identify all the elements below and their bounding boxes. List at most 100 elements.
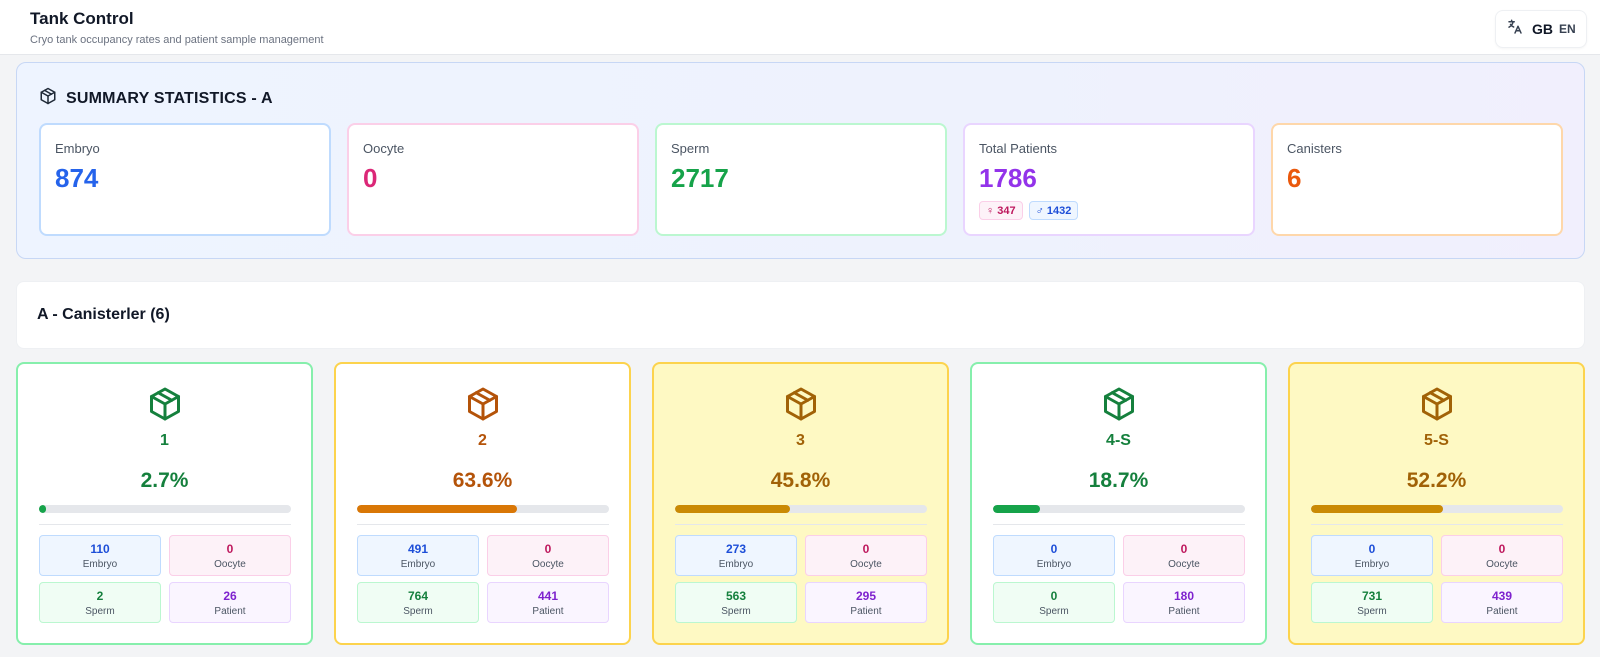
oocyte-count: 0: [862, 542, 870, 556]
patient-count: 180: [1173, 589, 1195, 603]
canisters-section-header: A - Canisterler (6): [16, 281, 1585, 349]
top-bar: Tank Control Cryo tank occupancy rates a…: [0, 0, 1600, 55]
patient-count-box: 441 Patient: [487, 582, 609, 623]
oocyte-label: Oocyte: [214, 559, 246, 570]
canister-card[interactable]: 5-S 52.2% 0 Embryo 0 Oocyte 731 Sperm 439 Pa…: [1288, 362, 1585, 645]
box-icon: [785, 387, 816, 421]
embryo-count: 273: [725, 542, 747, 556]
embryo-label: Embryo: [400, 559, 436, 570]
sperm-count: 0: [1050, 589, 1058, 603]
canister-card[interactable]: 2 63.6% 491 Embryo 0 Oocyte 764 Sperm 441 Pa…: [334, 362, 631, 645]
language-code: EN: [1559, 22, 1576, 36]
occupancy-bar-fill: [357, 505, 518, 513]
sperm-count: 731: [1361, 589, 1383, 603]
sperm-label: Sperm: [85, 606, 115, 617]
male-count: 1432: [1046, 204, 1072, 217]
box-icon: [1421, 387, 1452, 421]
canister-occupancy: 52.2%: [1406, 469, 1467, 492]
box-icon: [467, 387, 498, 421]
summary-panel: SUMMARY STATISTICS - A Embryo 874 Oocyte…: [16, 62, 1585, 259]
sperm-count-box: 0 Sperm: [993, 582, 1115, 623]
sperm-count: 563: [725, 589, 747, 603]
sperm-label: Sperm: [1039, 606, 1069, 617]
divider: [39, 524, 291, 525]
female-count: 347: [997, 204, 1016, 217]
oocyte-count-box: 0 Oocyte: [1123, 535, 1245, 576]
oocyte-count: 0: [1180, 542, 1188, 556]
language-selector-button[interactable]: GB EN: [1495, 10, 1587, 48]
oocyte-label: Oocyte: [532, 559, 564, 570]
divider: [993, 524, 1245, 525]
canister-name: 1: [160, 432, 169, 449]
canister-name: 4-S: [1106, 432, 1131, 449]
stat-card-canisters: Canisters 6: [1271, 123, 1563, 236]
oocyte-count: 0: [226, 542, 234, 556]
embryo-count: 0: [1368, 542, 1376, 556]
sperm-count-box: 764 Sperm: [357, 582, 479, 623]
summary-header: SUMMARY STATISTICS - A: [39, 87, 273, 110]
sperm-label: Sperm: [1357, 606, 1387, 617]
occupancy-bar-fill: [675, 505, 791, 513]
embryo-count-box: 0 Embryo: [993, 535, 1115, 576]
female-icon: ♀: [986, 204, 995, 217]
oocyte-count-box: 0 Oocyte: [169, 535, 291, 576]
sperm-label: Sperm: [721, 606, 751, 617]
canister-card[interactable]: 4-S 18.7% 0 Embryo 0 Oocyte 0 Sperm 180 Pati…: [970, 362, 1267, 645]
canister-card[interactable]: 1 2.7% 110 Embryo 0 Oocyte 2 Sperm 26 Patien…: [16, 362, 313, 645]
oocyte-count: 0: [1498, 542, 1506, 556]
stat-card-sperm: Sperm 2717: [655, 123, 947, 236]
stat-value: 874: [55, 163, 99, 193]
embryo-label: Embryo: [1036, 559, 1072, 570]
canister-name: 5-S: [1424, 432, 1449, 449]
stat-card-embryo: Embryo 874: [39, 123, 331, 236]
sperm-count: 764: [407, 589, 429, 603]
box-icon: [39, 87, 57, 110]
page-title: Tank Control: [30, 9, 134, 28]
canister-occupancy: 2.7%: [140, 469, 189, 492]
stat-value: 0: [363, 163, 378, 193]
stat-value: 2717: [671, 163, 729, 193]
canister-card[interactable]: 3 45.8% 273 Embryo 0 Oocyte 563 Sperm 295 Pa…: [652, 362, 949, 645]
oocyte-label: Oocyte: [850, 559, 882, 570]
language-flag: GB: [1532, 21, 1553, 37]
stat-label: Oocyte: [363, 141, 405, 156]
divider: [675, 524, 927, 525]
oocyte-count-box: 0 Oocyte: [487, 535, 609, 576]
canister-occupancy: 18.7%: [1088, 469, 1149, 492]
stat-label: Sperm: [671, 141, 710, 156]
stat-value: 6: [1287, 163, 1302, 193]
occupancy-bar: [675, 505, 927, 513]
patient-count-box: 439 Patient: [1441, 582, 1563, 623]
oocyte-label: Oocyte: [1486, 559, 1518, 570]
sperm-count-box: 2 Sperm: [39, 582, 161, 623]
oocyte-count-box: 0 Oocyte: [1441, 535, 1563, 576]
embryo-count: 0: [1050, 542, 1058, 556]
embryo-count-box: 110 Embryo: [39, 535, 161, 576]
patient-count-box: 180 Patient: [1123, 582, 1245, 623]
patient-label: Patient: [214, 606, 246, 617]
sperm-count-box: 563 Sperm: [675, 582, 797, 623]
canister-occupancy: 63.6%: [452, 469, 513, 492]
embryo-label: Embryo: [718, 559, 754, 570]
patient-count-box: 26 Patient: [169, 582, 291, 623]
patient-label: Patient: [1168, 606, 1200, 617]
male-icon: ♂: [1035, 204, 1044, 217]
box-icon: [149, 387, 180, 421]
sperm-label: Sperm: [403, 606, 433, 617]
canister-occupancy: 45.8%: [770, 469, 831, 492]
stat-value: 1786: [979, 163, 1037, 193]
occupancy-bar-fill: [39, 505, 46, 513]
male-count-badge: ♂ 1432: [1028, 201, 1079, 220]
female-count-badge: ♀ 347: [979, 201, 1023, 220]
oocyte-count: 0: [544, 542, 552, 556]
embryo-count-box: 0 Embryo: [1311, 535, 1433, 576]
patient-label: Patient: [532, 606, 564, 617]
patient-count-box: 295 Patient: [805, 582, 927, 623]
sperm-count: 2: [96, 589, 104, 603]
patient-count: 295: [855, 589, 877, 603]
translate-icon: [1506, 18, 1524, 41]
stat-label: Canisters: [1287, 141, 1342, 156]
occupancy-bar-fill: [1311, 505, 1443, 513]
page-subtitle: Cryo tank occupancy rates and patient sa…: [30, 34, 324, 46]
patient-count: 26: [223, 589, 237, 603]
